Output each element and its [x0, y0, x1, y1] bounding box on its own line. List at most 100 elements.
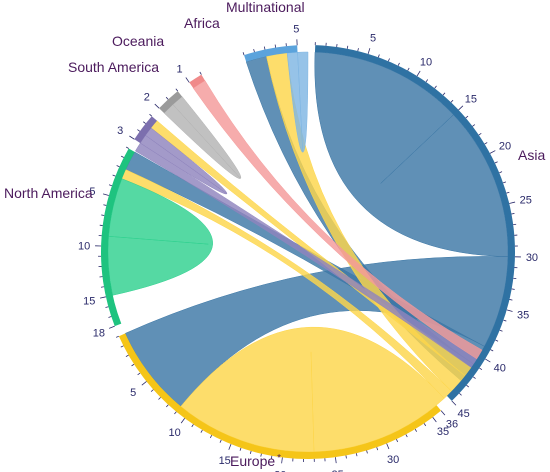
- ribbon-asia-to-asia: [314, 51, 509, 257]
- tick-label-asia: 45: [457, 408, 469, 420]
- tick-north-america: [108, 184, 113, 187]
- tick-europe: [174, 411, 177, 415]
- tick-label-asia: 35: [517, 310, 529, 322]
- tick-north-america: [100, 286, 105, 288]
- tick-label-europe: 30: [387, 454, 399, 466]
- ribbon-north-america-to-north-america: [107, 178, 213, 296]
- tick-north-america: [99, 296, 106, 299]
- tick-label-europe: 5: [130, 387, 136, 399]
- tick-label-europe: 10: [168, 427, 180, 439]
- tick-north-america: [105, 306, 109, 308]
- tick-europe: [150, 389, 154, 392]
- tick-asia: [502, 181, 507, 184]
- tick-north-america: [120, 155, 125, 158]
- tick-europe: [158, 397, 161, 400]
- tick-asia: [506, 309, 513, 312]
- tick-north-america: [116, 165, 120, 168]
- tick-europe: [270, 455, 273, 459]
- tick-label-north-america: 15: [83, 295, 95, 307]
- arc-north-america: [101, 148, 135, 327]
- tick-asia: [479, 367, 483, 371]
- tick-south-america: [149, 113, 153, 117]
- tick-europe: [260, 453, 262, 457]
- label-europe: Europe *: [230, 453, 281, 469]
- tick-europe: [115, 335, 120, 338]
- tick-south-america: [143, 121, 146, 124]
- tick-europe: [440, 410, 446, 416]
- tick-europe: [125, 354, 129, 357]
- arc-oceania: [159, 91, 183, 114]
- tick-north-america: [101, 214, 105, 216]
- tick-asia: [459, 392, 462, 396]
- tick-africa: [199, 71, 202, 75]
- tick-europe: [120, 345, 124, 348]
- tick-north-america: [102, 193, 109, 196]
- tick-north-america: [103, 204, 107, 206]
- arc-africa: [189, 74, 205, 89]
- tick-asia: [490, 349, 494, 352]
- tick-asia: [509, 299, 513, 301]
- tick-north-america: [125, 146, 129, 149]
- tick-oceania: [165, 96, 169, 100]
- label-asia: Asia: [518, 147, 545, 163]
- tick-label-south-america: 3: [117, 125, 123, 137]
- tick-europe: [219, 439, 222, 443]
- tick-label-europe: 15: [219, 455, 231, 467]
- label-oceania: Oceania: [112, 33, 164, 49]
- label-south-america: South America: [68, 59, 159, 75]
- tick-asia: [499, 329, 503, 332]
- tick-label-europe: 36: [446, 419, 458, 431]
- tick-asia: [478, 133, 482, 136]
- tick-europe: [376, 447, 379, 451]
- tick-label-north-america: 5: [89, 186, 95, 198]
- tick-europe: [180, 418, 186, 424]
- tick-label-asia: 40: [494, 363, 506, 375]
- tick-europe: [423, 423, 427, 427]
- tick-asia: [346, 45, 349, 49]
- label-africa: Africa: [184, 15, 220, 31]
- label-north-america: North America: [4, 185, 93, 201]
- tick-label-asia: 15: [465, 93, 477, 105]
- region-arcs: [101, 45, 515, 459]
- arc-europe: [118, 333, 442, 459]
- tick-asia: [367, 48, 371, 55]
- tick-europe: [386, 443, 390, 450]
- tick-label-asia: 25: [520, 194, 532, 206]
- tick-europe: [414, 428, 418, 432]
- axis-ticks: 5101520253035404551015202530353651015183…: [78, 23, 538, 472]
- tick-label-north-america: 18: [93, 327, 105, 339]
- tick-north-america: [112, 174, 116, 177]
- tick-multinational: [263, 46, 266, 50]
- tick-asia: [451, 400, 457, 406]
- tick-label-north-america: 10: [78, 240, 90, 252]
- tick-asia: [434, 85, 437, 89]
- tick-label-oceania: 2: [144, 91, 150, 103]
- tick-asia: [397, 62, 400, 66]
- tick-oceania: [175, 88, 179, 92]
- tick-north-america: [108, 316, 112, 318]
- tick-asia: [357, 48, 359, 52]
- tick-asia: [458, 105, 464, 111]
- tick-label-multinational: 5: [293, 23, 299, 35]
- tick-europe: [239, 447, 242, 451]
- tick-europe: [137, 372, 141, 376]
- tick-europe: [200, 429, 203, 433]
- tick-asia: [484, 142, 488, 145]
- tick-asia: [466, 384, 470, 388]
- tick-label-asia: 5: [370, 33, 376, 45]
- tick-europe: [366, 450, 368, 454]
- tick-asia: [450, 99, 454, 103]
- tick-asia: [495, 339, 499, 342]
- tick-europe: [209, 435, 213, 439]
- tick-asia: [503, 319, 507, 322]
- tick-europe: [281, 457, 283, 464]
- tick-asia: [509, 201, 516, 204]
- tick-asia: [442, 92, 446, 96]
- arc-south-america: [134, 116, 158, 144]
- tick-europe: [405, 434, 408, 438]
- tick-label-africa: 1: [176, 64, 182, 76]
- arc-multinational: [244, 45, 298, 62]
- tick-asia: [416, 70, 421, 77]
- tick-asia: [472, 124, 476, 127]
- tick-asia: [407, 67, 410, 71]
